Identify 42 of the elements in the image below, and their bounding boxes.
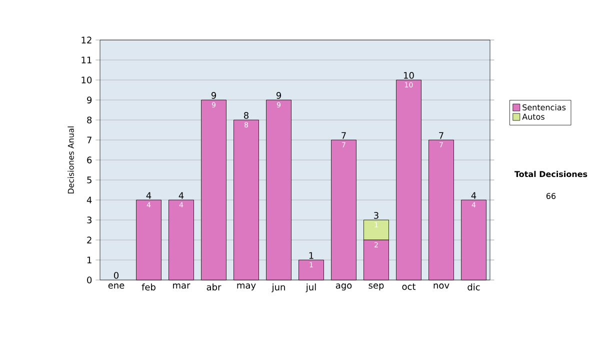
y-tick-label: 3 xyxy=(87,216,92,224)
x-tick-label: jun xyxy=(272,284,285,292)
y-tick-label: 0 xyxy=(87,276,92,284)
legend-label: Autos xyxy=(522,114,544,120)
text: Total Decisiones xyxy=(514,170,588,178)
y-tick-label: 11 xyxy=(82,56,92,64)
y-tick-label: 7 xyxy=(87,136,92,144)
x-tick-label: mar xyxy=(173,284,190,289)
total-label: 7 xyxy=(342,132,346,139)
x-tick-label: feb xyxy=(142,284,156,290)
x-tick-label: dic xyxy=(468,284,480,290)
x-tick-label: ene xyxy=(108,284,124,289)
total-label: 8 xyxy=(244,112,249,119)
total-label: 4 xyxy=(471,192,476,199)
y-tick-label: 6 xyxy=(87,156,92,164)
y-tick-label: 2 xyxy=(87,236,92,244)
y-tick-label: 1 xyxy=(87,256,92,264)
legend-label: Sentencias xyxy=(522,104,566,110)
total-label: 9 xyxy=(211,92,216,99)
total-label: 4 xyxy=(178,192,184,199)
total-label: 7 xyxy=(439,132,444,139)
x-tick-label: ago xyxy=(336,284,352,290)
y-tick-label: 8 xyxy=(87,116,92,124)
x-tick-label: nov xyxy=(434,284,450,289)
total-label: 3 xyxy=(374,212,378,219)
total-label: 9 xyxy=(276,92,281,99)
x-tick-label: may xyxy=(237,284,256,290)
y-axis-title: Decisiones Anual xyxy=(68,126,74,194)
y-tick-label: 9 xyxy=(87,96,92,104)
x-tick-label: sep xyxy=(368,284,384,290)
total-label: 4 xyxy=(146,192,152,199)
y-tick-label: 5 xyxy=(87,176,92,184)
text: 66 xyxy=(546,192,556,200)
total-label: 10 xyxy=(404,72,414,79)
y-tick-label: 4 xyxy=(86,196,92,204)
x-tick-label: abr xyxy=(206,284,222,290)
total-label: 1 xyxy=(309,252,314,259)
total-label: 0 xyxy=(114,272,119,279)
x-tick-label: jul xyxy=(306,284,316,292)
x-tick-label: oct xyxy=(402,284,416,290)
y-tick-label: 12 xyxy=(82,36,92,44)
y-tick-label: 10 xyxy=(82,76,92,84)
